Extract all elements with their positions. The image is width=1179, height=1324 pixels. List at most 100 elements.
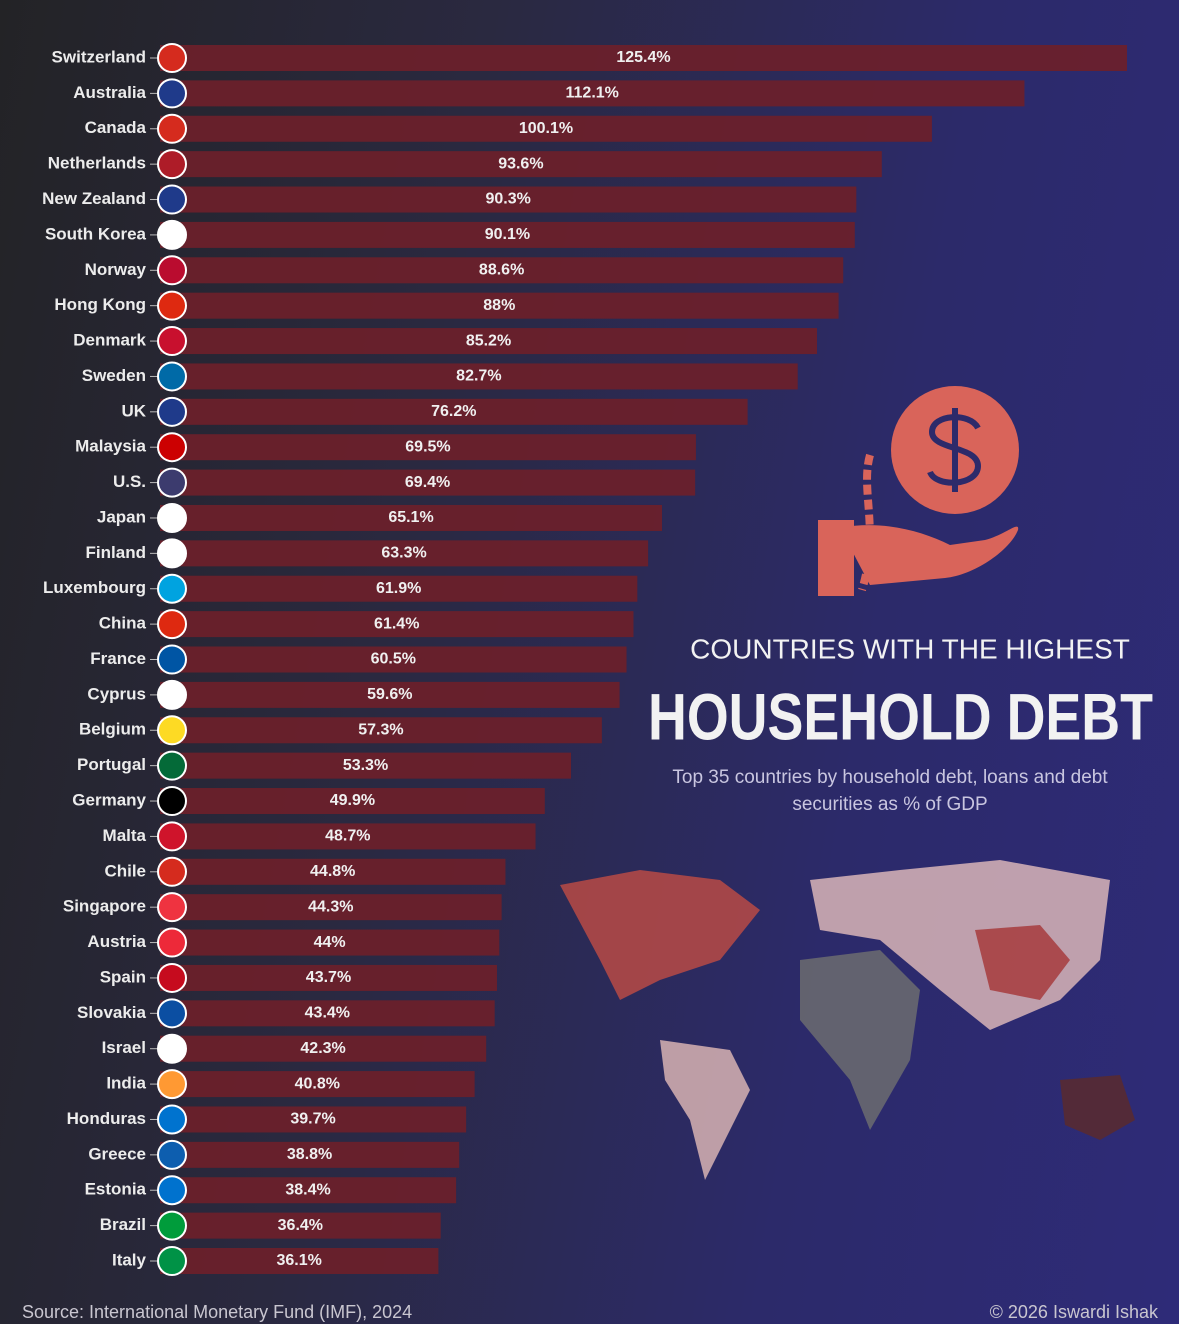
bar [160,1177,457,1204]
category-label: Malta [103,826,147,845]
flag [157,538,187,569]
bar [160,717,602,744]
value-label: 48.7% [325,828,370,845]
bar [160,151,882,178]
flag [157,396,187,427]
bar [160,540,649,567]
category-label: Brazil [100,1215,146,1234]
bar [160,363,798,390]
bar [160,788,545,815]
bar [160,1000,495,1027]
value-label: 44% [314,934,346,951]
bar [160,469,696,496]
subtitle: Top 35 countries by household debt, loan… [672,767,1108,815]
flag [157,644,187,675]
bar [160,929,500,956]
bar [160,858,506,885]
map-australia [1060,1075,1135,1140]
map-africa [800,950,920,1130]
category-label: Chile [104,861,146,880]
flag [157,998,187,1029]
value-label: 69.4% [405,474,450,491]
category-label: India [106,1074,146,1093]
flag [157,78,187,109]
hand [840,525,1019,585]
flag [157,1175,187,1206]
flag [157,219,187,250]
bar [160,1035,487,1062]
map-south-america [660,1040,750,1180]
value-label: 60.5% [371,651,416,668]
bar [160,1212,441,1239]
category-label: Australia [73,83,146,102]
category-label: China [99,614,147,633]
value-label: 44.3% [308,898,353,915]
bar [160,823,536,850]
flag [157,750,187,781]
flag [157,821,187,852]
flag [157,113,187,144]
value-label: 49.9% [330,792,375,809]
flag [157,856,187,887]
bar [160,504,663,531]
flag [157,361,187,392]
value-label: 125.4% [616,49,670,66]
flag [157,1104,187,1135]
category-label: U.S. [113,472,146,491]
flag [157,1210,187,1241]
value-label: 43.7% [306,969,351,986]
category-label: New Zealand [42,189,146,208]
flag [157,43,187,73]
credit: © 2026 Iswardi Ishak [990,1302,1159,1322]
icon [818,386,1019,596]
value-label: 40.8% [295,1075,340,1092]
value-label: 57.3% [358,721,403,738]
category-label: Belgium [79,720,146,739]
category-label: Singapore [63,897,146,916]
flag [157,184,187,215]
flag [157,927,187,958]
category-label: Switzerland [52,47,146,66]
flag [157,255,187,286]
bar [160,1106,467,1133]
bar [160,1248,439,1274]
bar [160,186,857,213]
value-label: 61.9% [376,580,421,597]
bar [160,221,855,248]
value-label: 38.8% [287,1146,332,1163]
bar [160,292,839,319]
value-label: 53.3% [343,757,388,774]
value-label: 82.7% [456,368,501,385]
value-label: 88% [483,297,515,314]
flag [157,679,187,710]
map-north-america [560,870,760,1000]
value-label: 90.1% [485,226,530,243]
category-label: Finland [86,543,146,562]
category-label: Netherlands [48,154,146,173]
bar [160,434,696,461]
value-label: 90.3% [485,191,530,208]
category-label: Honduras [67,1109,146,1128]
category-label: Luxembourg [43,578,146,597]
bar [160,611,634,638]
flag [157,1033,187,1064]
category-label: South Korea [45,224,147,243]
category-label: Denmark [73,331,146,350]
category-label: Germany [72,791,146,810]
flag [157,1246,187,1276]
value-label: 65.1% [388,509,433,526]
flag [157,290,187,321]
category-label: Italy [112,1250,147,1269]
bar [160,257,844,284]
flag [157,1069,187,1100]
flag [157,467,187,498]
value-label: 63.3% [381,545,426,562]
value-label: 61.4% [374,615,419,632]
bar [160,398,748,425]
category-label: Greece [88,1144,146,1163]
bar [160,80,1025,107]
category-label: Malaysia [75,437,146,456]
value-label: 112.1% [566,85,619,102]
